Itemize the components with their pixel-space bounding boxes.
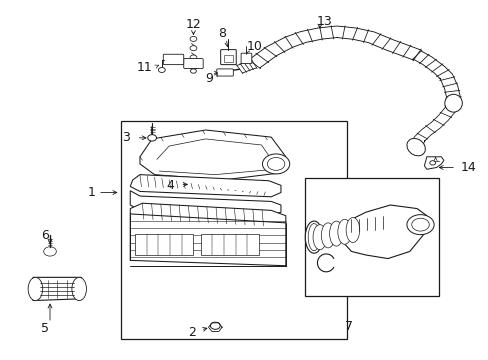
Ellipse shape	[72, 277, 86, 301]
Text: 7: 7	[345, 320, 352, 333]
Ellipse shape	[337, 219, 351, 244]
Circle shape	[411, 218, 428, 231]
Polygon shape	[130, 175, 281, 197]
Text: 11: 11	[136, 61, 152, 74]
Ellipse shape	[444, 94, 461, 112]
Polygon shape	[140, 130, 285, 180]
Circle shape	[210, 322, 220, 329]
Circle shape	[190, 36, 197, 41]
Polygon shape	[130, 203, 285, 226]
Bar	[120, 121, 346, 339]
Circle shape	[190, 55, 197, 60]
Text: 4: 4	[166, 179, 174, 192]
Circle shape	[262, 154, 289, 174]
FancyBboxPatch shape	[220, 50, 236, 64]
Text: 3: 3	[122, 131, 130, 144]
Text: 14: 14	[460, 161, 476, 174]
Text: 9: 9	[204, 72, 212, 85]
Circle shape	[46, 249, 54, 254]
Bar	[223, 55, 233, 62]
Ellipse shape	[305, 221, 322, 253]
Text: 13: 13	[316, 14, 332, 27]
Text: 6: 6	[41, 229, 49, 242]
Circle shape	[190, 69, 196, 73]
Bar	[135, 234, 193, 255]
FancyBboxPatch shape	[163, 54, 183, 64]
Polygon shape	[33, 277, 81, 301]
Circle shape	[190, 46, 197, 51]
Text: 2: 2	[188, 327, 196, 339]
Polygon shape	[424, 157, 443, 169]
Ellipse shape	[28, 277, 42, 301]
FancyBboxPatch shape	[183, 59, 203, 68]
FancyBboxPatch shape	[216, 69, 233, 76]
Circle shape	[147, 135, 156, 141]
Text: 12: 12	[185, 18, 201, 31]
Text: 1: 1	[87, 186, 117, 199]
Ellipse shape	[307, 224, 319, 251]
Circle shape	[267, 157, 285, 170]
Ellipse shape	[346, 217, 359, 243]
Circle shape	[43, 247, 56, 256]
Circle shape	[158, 67, 165, 72]
Bar	[305, 178, 438, 296]
Ellipse shape	[321, 223, 334, 248]
Ellipse shape	[329, 221, 343, 246]
Text: 8: 8	[218, 27, 226, 40]
Polygon shape	[341, 205, 426, 258]
FancyBboxPatch shape	[241, 53, 251, 64]
Circle shape	[406, 215, 433, 235]
Circle shape	[190, 64, 197, 69]
Polygon shape	[130, 214, 285, 266]
Bar	[201, 234, 259, 255]
Text: 5: 5	[41, 322, 49, 335]
Circle shape	[429, 161, 435, 165]
Text: 10: 10	[246, 40, 262, 53]
Ellipse shape	[312, 225, 326, 249]
Ellipse shape	[406, 139, 425, 156]
Polygon shape	[130, 191, 281, 216]
